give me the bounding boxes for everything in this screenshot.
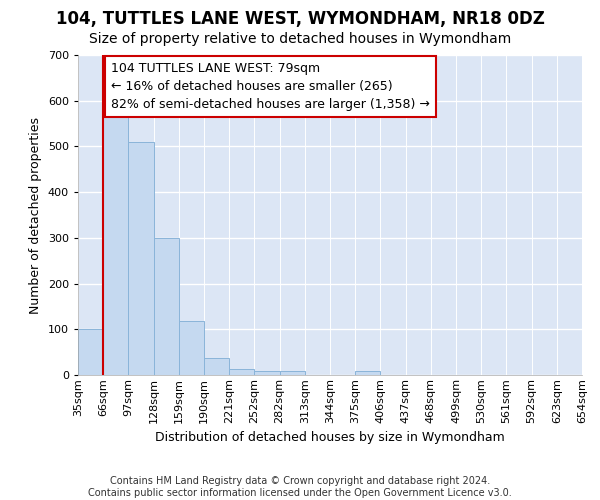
Text: Contains HM Land Registry data © Crown copyright and database right 2024.
Contai: Contains HM Land Registry data © Crown c…: [88, 476, 512, 498]
Text: 104 TUTTLES LANE WEST: 79sqm
← 16% of detached houses are smaller (265)
82% of s: 104 TUTTLES LANE WEST: 79sqm ← 16% of de…: [111, 62, 430, 111]
X-axis label: Distribution of detached houses by size in Wymondham: Distribution of detached houses by size …: [155, 431, 505, 444]
Bar: [355, 372, 380, 375]
Bar: [128, 142, 154, 375]
Bar: [280, 372, 305, 375]
Bar: [254, 372, 280, 375]
Bar: [154, 238, 179, 375]
Bar: [204, 358, 229, 375]
Text: 104, TUTTLES LANE WEST, WYMONDHAM, NR18 0DZ: 104, TUTTLES LANE WEST, WYMONDHAM, NR18 …: [56, 10, 544, 28]
Bar: [229, 368, 254, 375]
Bar: [179, 321, 204, 375]
Y-axis label: Number of detached properties: Number of detached properties: [29, 116, 42, 314]
Bar: [78, 330, 103, 375]
Bar: [103, 112, 128, 375]
Text: Size of property relative to detached houses in Wymondham: Size of property relative to detached ho…: [89, 32, 511, 46]
